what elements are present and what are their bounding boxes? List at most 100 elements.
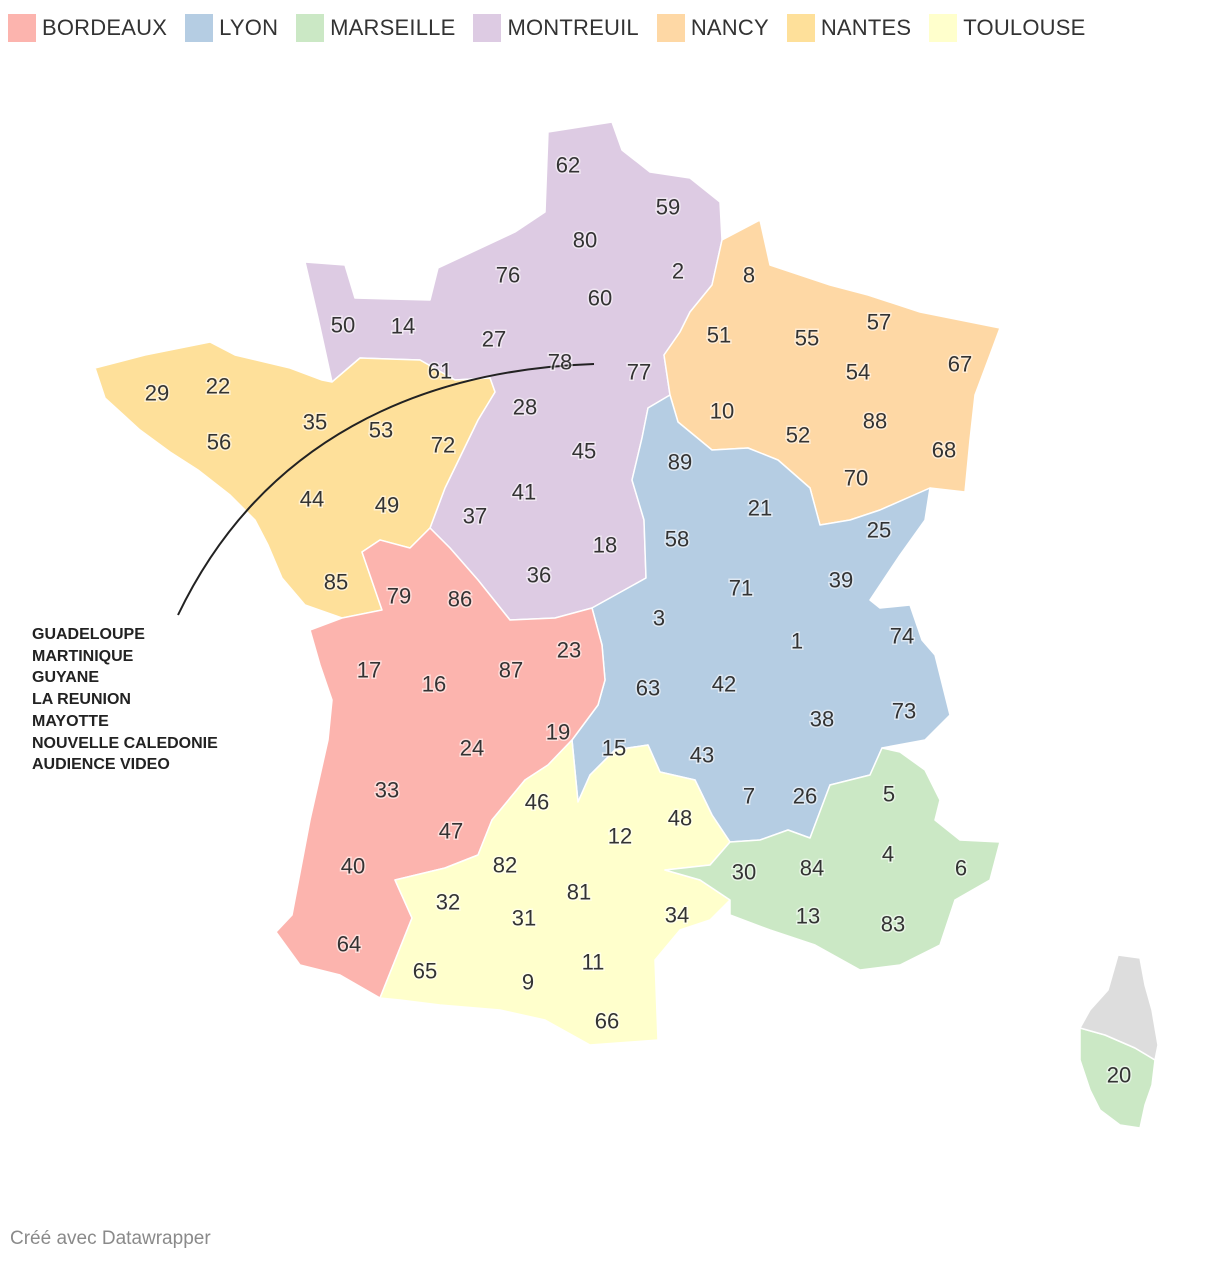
department-label-23: 23	[557, 638, 581, 663]
department-label-17: 17	[357, 658, 381, 683]
department-label-38: 38	[810, 707, 834, 732]
department-label-13: 13	[796, 904, 820, 929]
department-label-76: 76	[496, 263, 520, 288]
legend-swatch-bordeaux	[8, 14, 36, 42]
overseas-item: MARTINIQUE	[32, 647, 134, 665]
legend-swatch-nantes	[786, 14, 815, 42]
department-label-20: 20	[1107, 1063, 1131, 1088]
region-marseille	[664, 747, 1001, 971]
legend-label-nancy: NANCY	[690, 15, 769, 40]
region-corse-nord	[1079, 954, 1159, 1061]
department-label-80: 80	[573, 228, 597, 253]
department-label-37: 37	[463, 504, 487, 529]
department-label-85: 85	[324, 570, 348, 595]
legend-swatch-marseille	[296, 14, 325, 42]
department-label-12: 12	[608, 824, 632, 849]
department-label-2: 2	[672, 259, 684, 284]
department-label-8: 8	[743, 263, 755, 288]
department-label-33: 33	[375, 778, 399, 803]
legend-label-bordeaux: BORDEAUX	[42, 15, 168, 40]
department-label-32: 32	[436, 890, 460, 915]
overseas-item: AUDIENCE VIDEO	[32, 756, 170, 774]
department-label-47: 47	[439, 819, 463, 844]
department-label-66: 66	[595, 1009, 619, 1034]
department-label-74: 74	[890, 624, 914, 649]
overseas-note: GUADELOUPE MARTINIQUE GUYANE LA REUNION …	[32, 624, 218, 776]
legend-label-montreuil: MONTREUIL	[507, 15, 639, 40]
department-label-89: 89	[668, 450, 692, 475]
department-label-1: 1	[791, 629, 803, 654]
department-label-9: 9	[522, 970, 534, 995]
department-label-54: 54	[846, 360, 870, 385]
department-label-59: 59	[656, 195, 680, 220]
department-label-73: 73	[892, 699, 916, 724]
department-label-3: 3	[653, 606, 665, 631]
department-label-88: 88	[863, 409, 887, 434]
department-label-64: 64	[337, 932, 361, 957]
department-label-21: 21	[748, 496, 772, 521]
department-label-45: 45	[572, 439, 596, 464]
department-label-63: 63	[636, 676, 660, 701]
department-label-31: 31	[512, 906, 536, 931]
legend-label-marseille: MARSEILLE	[330, 15, 456, 40]
department-label-11: 11	[582, 950, 605, 975]
department-label-22: 22	[206, 374, 230, 399]
department-label-83: 83	[881, 912, 905, 937]
department-label-82: 82	[493, 853, 517, 878]
overseas-leader-line	[177, 363, 595, 616]
department-label-27: 27	[482, 327, 506, 352]
department-label-81: 81	[567, 880, 591, 905]
legend-label-nantes: NANTES	[820, 15, 912, 40]
legend-item-lyon: LYON	[185, 14, 278, 42]
overseas-item: GUYANE	[32, 669, 99, 687]
department-label-55: 55	[795, 326, 819, 351]
department-label-44: 44	[300, 487, 324, 512]
department-label-87: 87	[499, 658, 523, 683]
department-label-78: 78	[548, 350, 572, 375]
department-label-19: 19	[546, 720, 570, 745]
legend-item-nancy: NANCY	[656, 14, 769, 42]
department-label-65: 65	[413, 959, 437, 984]
department-label-60: 60	[588, 286, 612, 311]
department-label-84: 84	[800, 856, 824, 881]
legend-swatch-nancy	[656, 14, 685, 42]
department-label-58: 58	[665, 527, 689, 552]
department-label-57: 57	[867, 310, 891, 335]
legend-label-toulouse: TOULOUSE	[963, 15, 1086, 40]
department-label-41: 41	[512, 480, 536, 505]
department-label-79: 79	[387, 584, 411, 609]
department-label-71: 71	[729, 576, 753, 601]
legend-item-montreuil: MONTREUIL	[473, 14, 639, 42]
department-label-49: 49	[375, 493, 399, 518]
department-label-48: 48	[668, 806, 692, 831]
department-label-86: 86	[448, 587, 472, 612]
department-label-5: 5	[883, 782, 895, 807]
department-label-36: 36	[527, 563, 551, 588]
department-label-51: 51	[707, 323, 731, 348]
legend-label-lyon: LYON	[219, 15, 279, 40]
department-label-24: 24	[460, 736, 484, 761]
department-label-52: 52	[786, 423, 810, 448]
department-label-53: 53	[369, 418, 393, 443]
overseas-item: MAYOTTE	[32, 712, 109, 730]
department-label-28: 28	[513, 395, 537, 420]
legend-swatch-montreuil	[473, 14, 502, 42]
legend: BORDEAUX LYON MARSEILLE MONTREUIL NANCY …	[8, 12, 1104, 44]
legend-item-bordeaux: BORDEAUX	[8, 14, 167, 42]
department-label-6: 6	[955, 856, 967, 881]
department-label-72: 72	[431, 433, 455, 458]
department-label-77: 77	[627, 360, 651, 385]
department-label-68: 68	[932, 438, 956, 463]
department-label-25: 25	[867, 518, 891, 543]
department-label-70: 70	[844, 466, 868, 491]
department-label-67: 67	[948, 352, 972, 377]
department-label-10: 10	[710, 399, 734, 424]
department-label-16: 16	[422, 672, 446, 697]
department-label-30: 30	[732, 860, 756, 885]
department-label-61: 61	[428, 359, 452, 384]
department-label-4: 4	[882, 842, 894, 867]
department-label-26: 26	[793, 784, 817, 809]
legend-swatch-lyon	[185, 14, 214, 42]
department-label-62: 62	[556, 153, 580, 178]
